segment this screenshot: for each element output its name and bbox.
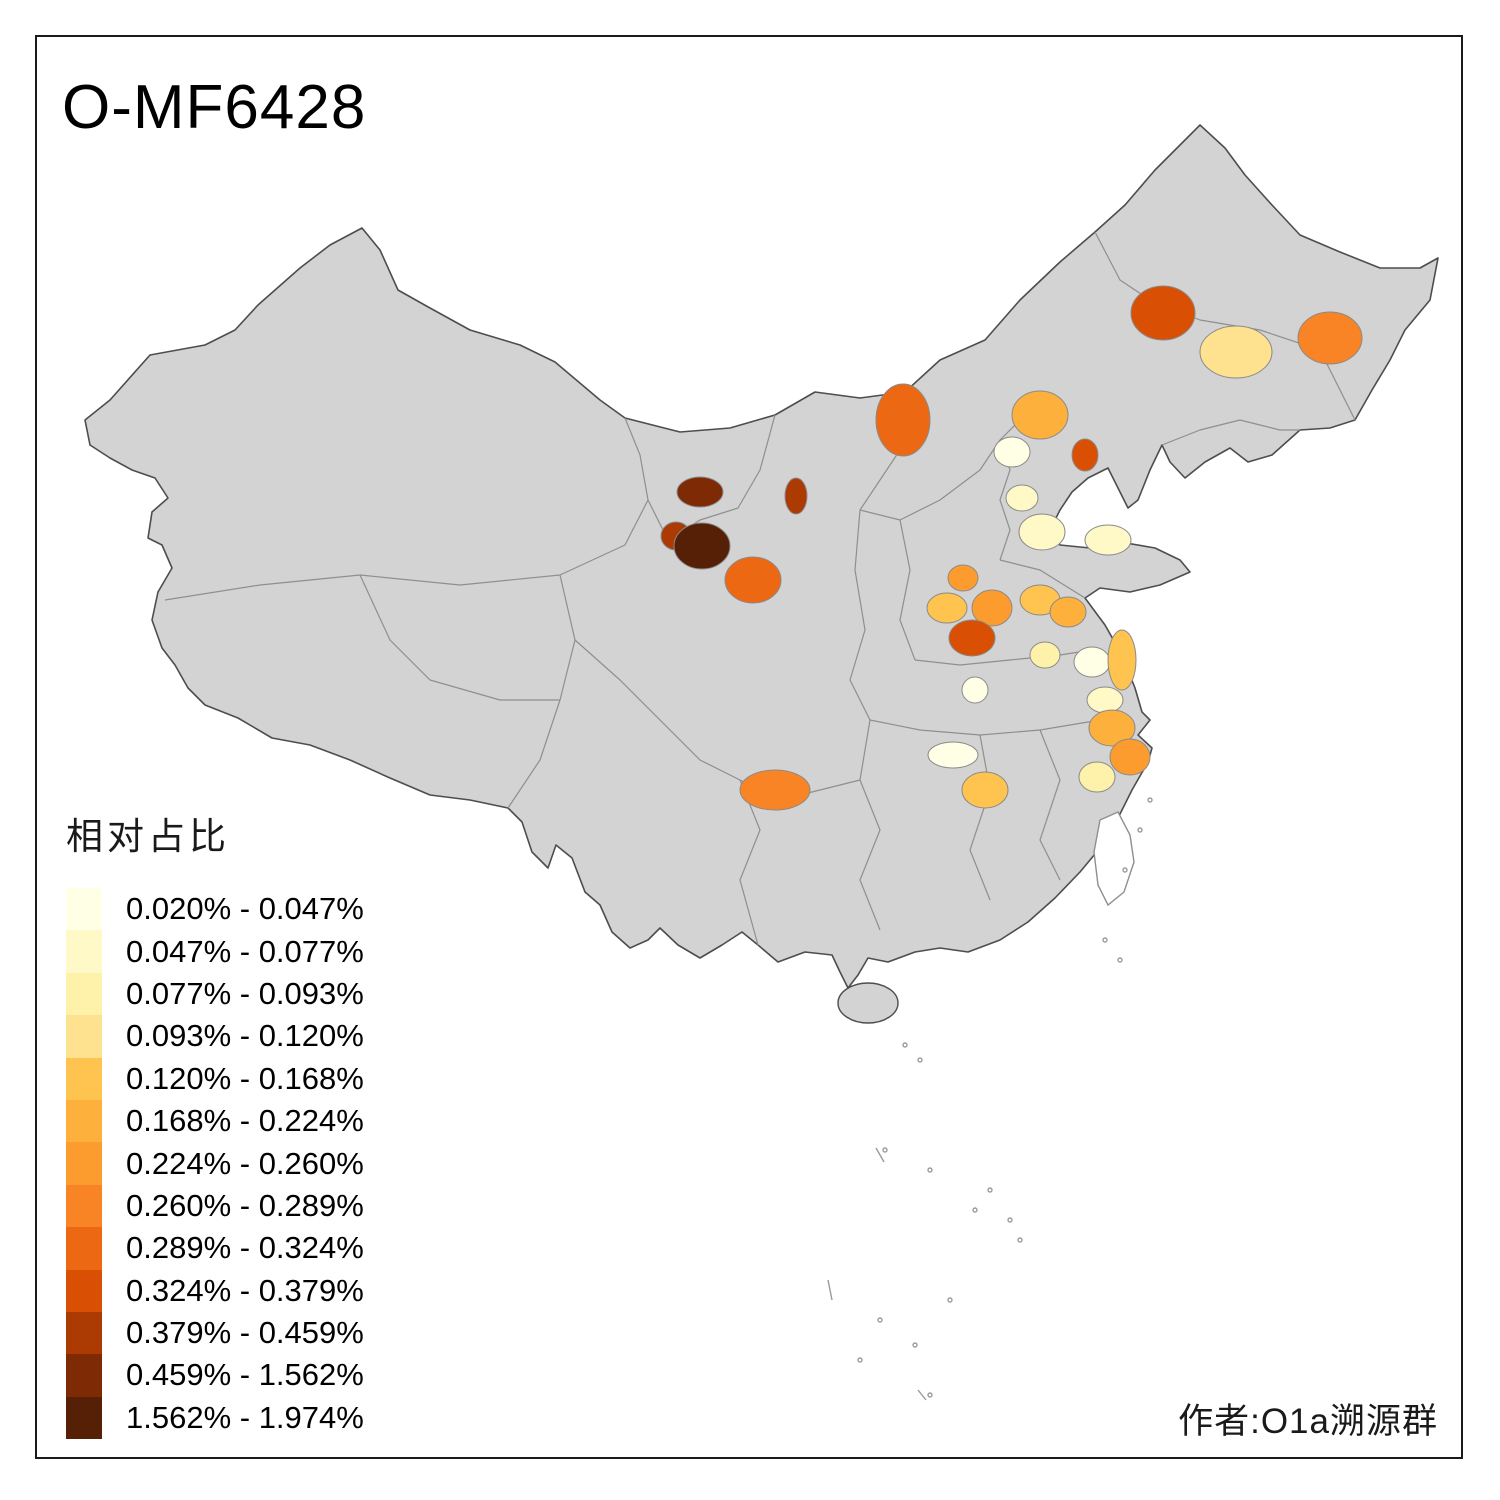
map-region bbox=[1073, 646, 1111, 678]
legend-label: 0.120% - 0.168% bbox=[126, 1060, 364, 1096]
map-region bbox=[971, 589, 1013, 627]
small-islands bbox=[827, 797, 1153, 1401]
legend-item: 0.093% - 0.120% bbox=[66, 1015, 364, 1058]
map-region bbox=[1084, 524, 1132, 556]
map-region bbox=[1005, 484, 1039, 512]
map-region bbox=[1078, 761, 1116, 793]
legend-swatch bbox=[66, 1057, 102, 1100]
map-region bbox=[1071, 438, 1099, 472]
map-region bbox=[1297, 311, 1363, 365]
legend-swatch bbox=[66, 972, 102, 1016]
author-credit: 作者:O1a溯源群 bbox=[1178, 1402, 1438, 1441]
legend-items: 0.020% - 0.047% 0.047% - 0.077% 0.077% - 0… bbox=[66, 888, 364, 1440]
legend-item: 0.168% - 0.224% bbox=[66, 1099, 364, 1143]
colored-regions bbox=[660, 285, 1363, 811]
legend-item: 0.120% - 0.168% bbox=[66, 1057, 364, 1100]
map-region bbox=[1018, 513, 1066, 551]
map-region bbox=[947, 564, 979, 592]
map-region bbox=[961, 771, 1009, 809]
legend-label: 0.020% - 0.047% bbox=[126, 891, 364, 927]
legend-swatch bbox=[66, 930, 102, 973]
legend-item: 0.047% - 0.077% bbox=[66, 930, 364, 973]
map-region bbox=[1086, 686, 1124, 714]
map-region bbox=[1088, 709, 1136, 747]
legend-item: 0.289% - 0.324% bbox=[66, 1227, 364, 1270]
plot-title: O-MF6428 bbox=[62, 73, 367, 142]
map-region bbox=[676, 476, 724, 508]
legend-swatch bbox=[66, 1269, 102, 1312]
legend-label: 0.379% - 0.459% bbox=[126, 1315, 364, 1351]
legend-swatch bbox=[66, 1396, 102, 1440]
map-region bbox=[673, 522, 731, 570]
legend-item: 0.020% - 0.047% bbox=[66, 888, 364, 931]
legend-item: 0.324% - 0.379% bbox=[66, 1269, 364, 1312]
map-region bbox=[993, 436, 1031, 468]
map-region bbox=[784, 477, 808, 515]
map-region bbox=[1029, 641, 1061, 669]
legend-label: 0.289% - 0.324% bbox=[126, 1230, 364, 1266]
legend-swatch bbox=[66, 1184, 102, 1228]
taiwan-island bbox=[1093, 811, 1135, 907]
province-boundaries bbox=[164, 231, 1356, 946]
legend-item: 1.562% - 1.974% bbox=[66, 1396, 364, 1440]
legend-swatch bbox=[66, 1311, 102, 1355]
legend-label: 0.260% - 0.289% bbox=[126, 1187, 364, 1223]
map-region bbox=[948, 619, 996, 657]
legend-swatch bbox=[66, 1227, 102, 1270]
legend-label: 0.168% - 0.224% bbox=[126, 1103, 364, 1139]
legend-swatch bbox=[66, 888, 102, 931]
legend-item: 0.224% - 0.260% bbox=[66, 1142, 364, 1185]
legend-item: 0.260% - 0.289% bbox=[66, 1184, 364, 1228]
map-region bbox=[926, 592, 968, 624]
map-region bbox=[961, 676, 989, 704]
legend: 相对占比 0.020% - 0.047% 0.047% - 0.077% 0.077… bbox=[66, 806, 364, 1440]
map-region bbox=[724, 556, 782, 604]
map-region bbox=[1109, 738, 1151, 776]
hainan-island bbox=[837, 982, 899, 1024]
legend-title: 相对占比 bbox=[66, 816, 230, 857]
map-region bbox=[1011, 390, 1069, 440]
legend-label: 0.324% - 0.379% bbox=[126, 1272, 364, 1308]
legend-label: 0.047% - 0.077% bbox=[126, 933, 364, 969]
map-region bbox=[1049, 596, 1087, 628]
map-region bbox=[927, 741, 979, 769]
map-region bbox=[875, 383, 931, 457]
map-region bbox=[1107, 629, 1137, 691]
legend-swatch bbox=[66, 1099, 102, 1143]
legend-swatch bbox=[66, 1354, 102, 1397]
map-region bbox=[1130, 285, 1196, 341]
legend-label: 0.459% - 1.562% bbox=[126, 1357, 364, 1393]
legend-label: 0.077% - 0.093% bbox=[126, 975, 364, 1011]
legend-label: 0.093% - 0.120% bbox=[126, 1018, 364, 1054]
map-region bbox=[1199, 325, 1273, 379]
legend-label: 0.224% - 0.260% bbox=[126, 1145, 364, 1181]
map-region bbox=[739, 769, 811, 811]
legend-item: 0.379% - 0.459% bbox=[66, 1311, 364, 1355]
legend-item: 0.077% - 0.093% bbox=[66, 972, 364, 1016]
legend-swatch bbox=[66, 1015, 102, 1058]
legend-label: 1.562% - 1.974% bbox=[126, 1399, 364, 1435]
legend-swatch bbox=[66, 1142, 102, 1185]
legend-item: 0.459% - 1.562% bbox=[66, 1354, 364, 1397]
